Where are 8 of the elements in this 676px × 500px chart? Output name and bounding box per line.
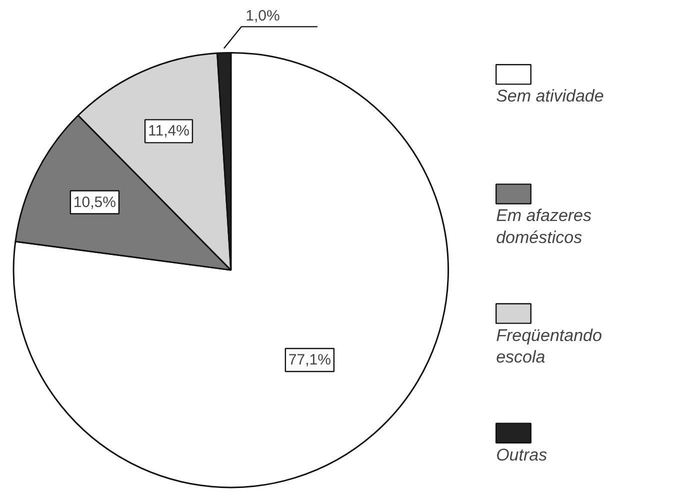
legend-label: Freqüentando escola [496,326,602,367]
legend-label: Sem atividade [496,86,604,106]
data-label: 77,1% [288,352,331,368]
data-label: 10,5% [73,194,116,211]
data-label: 1,0% [246,8,280,25]
legend-label: Em afazeres domésticos [496,206,592,247]
data-label: 11,4% [148,122,190,140]
legend-label: Outras [496,445,548,464]
